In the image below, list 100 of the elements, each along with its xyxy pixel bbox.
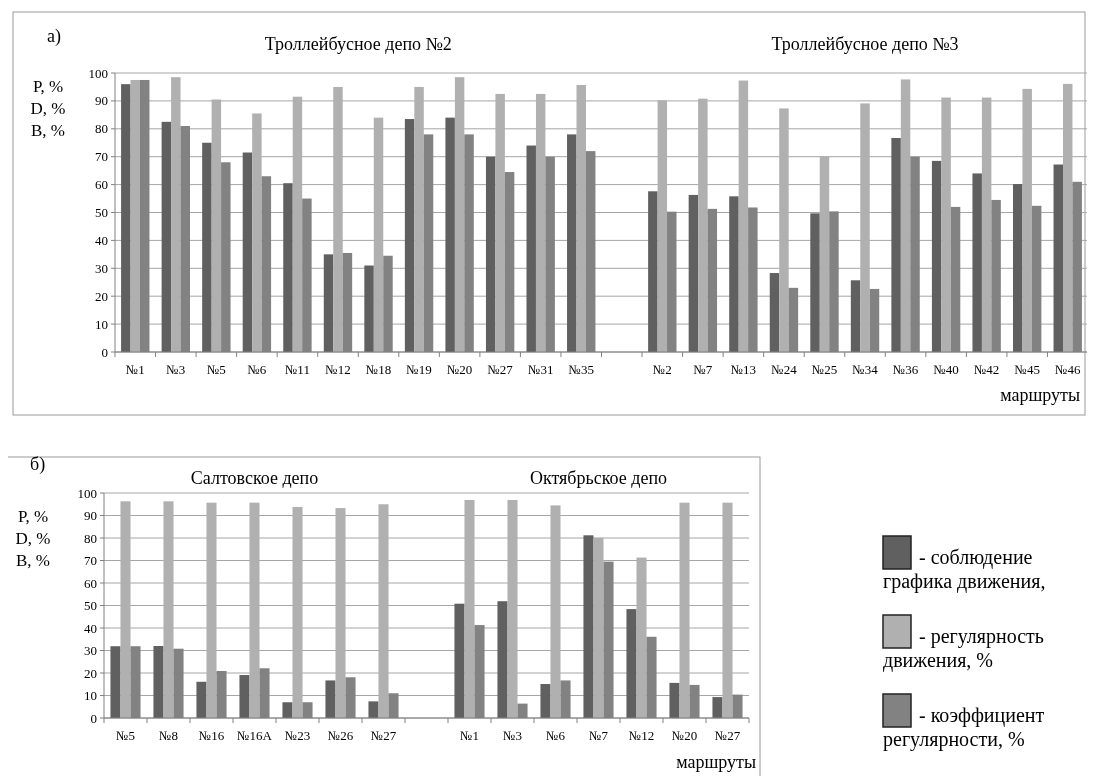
x-tick-label: №3 [166, 362, 186, 377]
chart-title: б) [30, 454, 46, 475]
chart-title: а) [47, 26, 61, 47]
x-tick-label: №5 [116, 728, 135, 743]
text: Троллейбусное депо №2 [264, 34, 452, 54]
y-tick-label: 30 [95, 260, 108, 276]
bar [850, 280, 861, 352]
x-tick-label: №7 [589, 728, 609, 743]
legend-label: - коэффициент регулярности, % [883, 704, 1045, 751]
x-tick-label: №42 [973, 362, 1000, 377]
text: Салтовское депо [190, 468, 319, 488]
x-tick-label: №31 [527, 362, 554, 377]
y-tick-label: 90 [95, 93, 108, 109]
x-tick-label: №1 [125, 362, 145, 377]
bar [445, 117, 455, 352]
x-tick-label: №2 [652, 362, 672, 377]
bar [454, 603, 465, 718]
x-tick-label: №11 [284, 362, 310, 377]
x-tick-label: №35 [568, 362, 594, 377]
bar [526, 145, 536, 352]
x-tick-label: №23 [284, 728, 311, 743]
y-tick-label: 80 [95, 121, 108, 137]
y-tick-label: 70 [84, 553, 97, 569]
x-tick-label: №6 [546, 728, 566, 743]
bar [196, 681, 207, 718]
bar [729, 196, 739, 352]
y-axis-title: P, % D, % B, % [30, 77, 66, 140]
bar [1053, 164, 1063, 352]
y-tick-label: 40 [84, 620, 97, 636]
x-tick-label: №12 [325, 362, 351, 377]
bar [648, 191, 658, 352]
bar [712, 697, 723, 718]
y-tick-label: 90 [84, 508, 97, 524]
x-tick-label: №16 [198, 728, 225, 743]
x-tick-label: №40 [933, 362, 959, 377]
y-tick-label: 0 [90, 710, 97, 726]
y-tick-label: 40 [95, 232, 108, 248]
x-tick-label: №5 [206, 362, 226, 377]
y-tick-label: 50 [84, 598, 97, 614]
x-axis-title: маршруты [676, 752, 756, 772]
bar [153, 646, 164, 718]
y-tick-label: 10 [84, 688, 97, 704]
bar [161, 121, 172, 352]
x-tick-label: №18 [365, 362, 392, 377]
x-tick-label: №12 [628, 728, 655, 743]
y-tick-label: 50 [95, 205, 108, 221]
x-tick-label: №1 [460, 728, 479, 743]
x-tick-label: №8 [159, 728, 178, 743]
y-tick-label: 100 [88, 65, 108, 81]
x-tick-label: №19 [406, 362, 432, 377]
y-tick-label: 70 [95, 149, 108, 165]
bar [368, 701, 379, 718]
y-tick-label: 30 [84, 643, 97, 659]
y-axis-title: P, % D, % B, % [15, 507, 51, 570]
x-tick-label: №13 [730, 362, 757, 377]
x-tick-label: №46 [1055, 362, 1081, 377]
y-tick-label: 20 [95, 288, 108, 304]
y-tick-label: 100 [77, 485, 97, 501]
bar [323, 254, 334, 352]
bar [121, 84, 131, 352]
x-tick-label: №20 [671, 728, 698, 743]
x-tick-label: №3 [503, 728, 522, 743]
y-tick-label: 0 [101, 344, 108, 360]
bar [540, 684, 551, 718]
x-tick-label: №45 [1014, 362, 1040, 377]
x-tick-label: №27 [370, 728, 397, 743]
bar [325, 680, 336, 718]
bar [688, 194, 699, 352]
y-tick-label: 60 [84, 575, 97, 591]
x-tick-label: №34 [852, 362, 879, 377]
x-tick-label: №6 [247, 362, 267, 377]
text: Троллейбусное депо №3 [771, 34, 959, 54]
bar [769, 273, 780, 352]
bar [583, 535, 594, 718]
legend-label: - соблюдение графика движения, [883, 546, 1046, 593]
bar [242, 152, 253, 352]
bar [810, 213, 820, 352]
x-tick-label: №36 [892, 362, 919, 377]
x-tick-label: №27 [487, 362, 514, 377]
bar [404, 119, 415, 352]
bar [891, 138, 901, 352]
x-tick-label: №24 [771, 362, 798, 377]
bar [626, 609, 637, 718]
bar [497, 601, 508, 718]
bar [485, 156, 496, 352]
x-tick-label: №27 [714, 728, 741, 743]
x-tick-label: №7 [693, 362, 713, 377]
legend-label: - регулярность движения, % [883, 625, 1044, 672]
bar [1013, 184, 1023, 352]
bar [669, 682, 680, 718]
bar [130, 79, 140, 352]
bar [110, 646, 121, 718]
x-tick-label: №26 [327, 728, 354, 743]
text: Октябрьское депо [529, 468, 668, 488]
y-tick-label: 20 [84, 665, 97, 681]
bar [364, 265, 374, 352]
y-tick-label: 60 [95, 177, 108, 193]
bar [282, 702, 293, 718]
bar [202, 142, 212, 352]
y-tick-label: 80 [84, 530, 97, 546]
